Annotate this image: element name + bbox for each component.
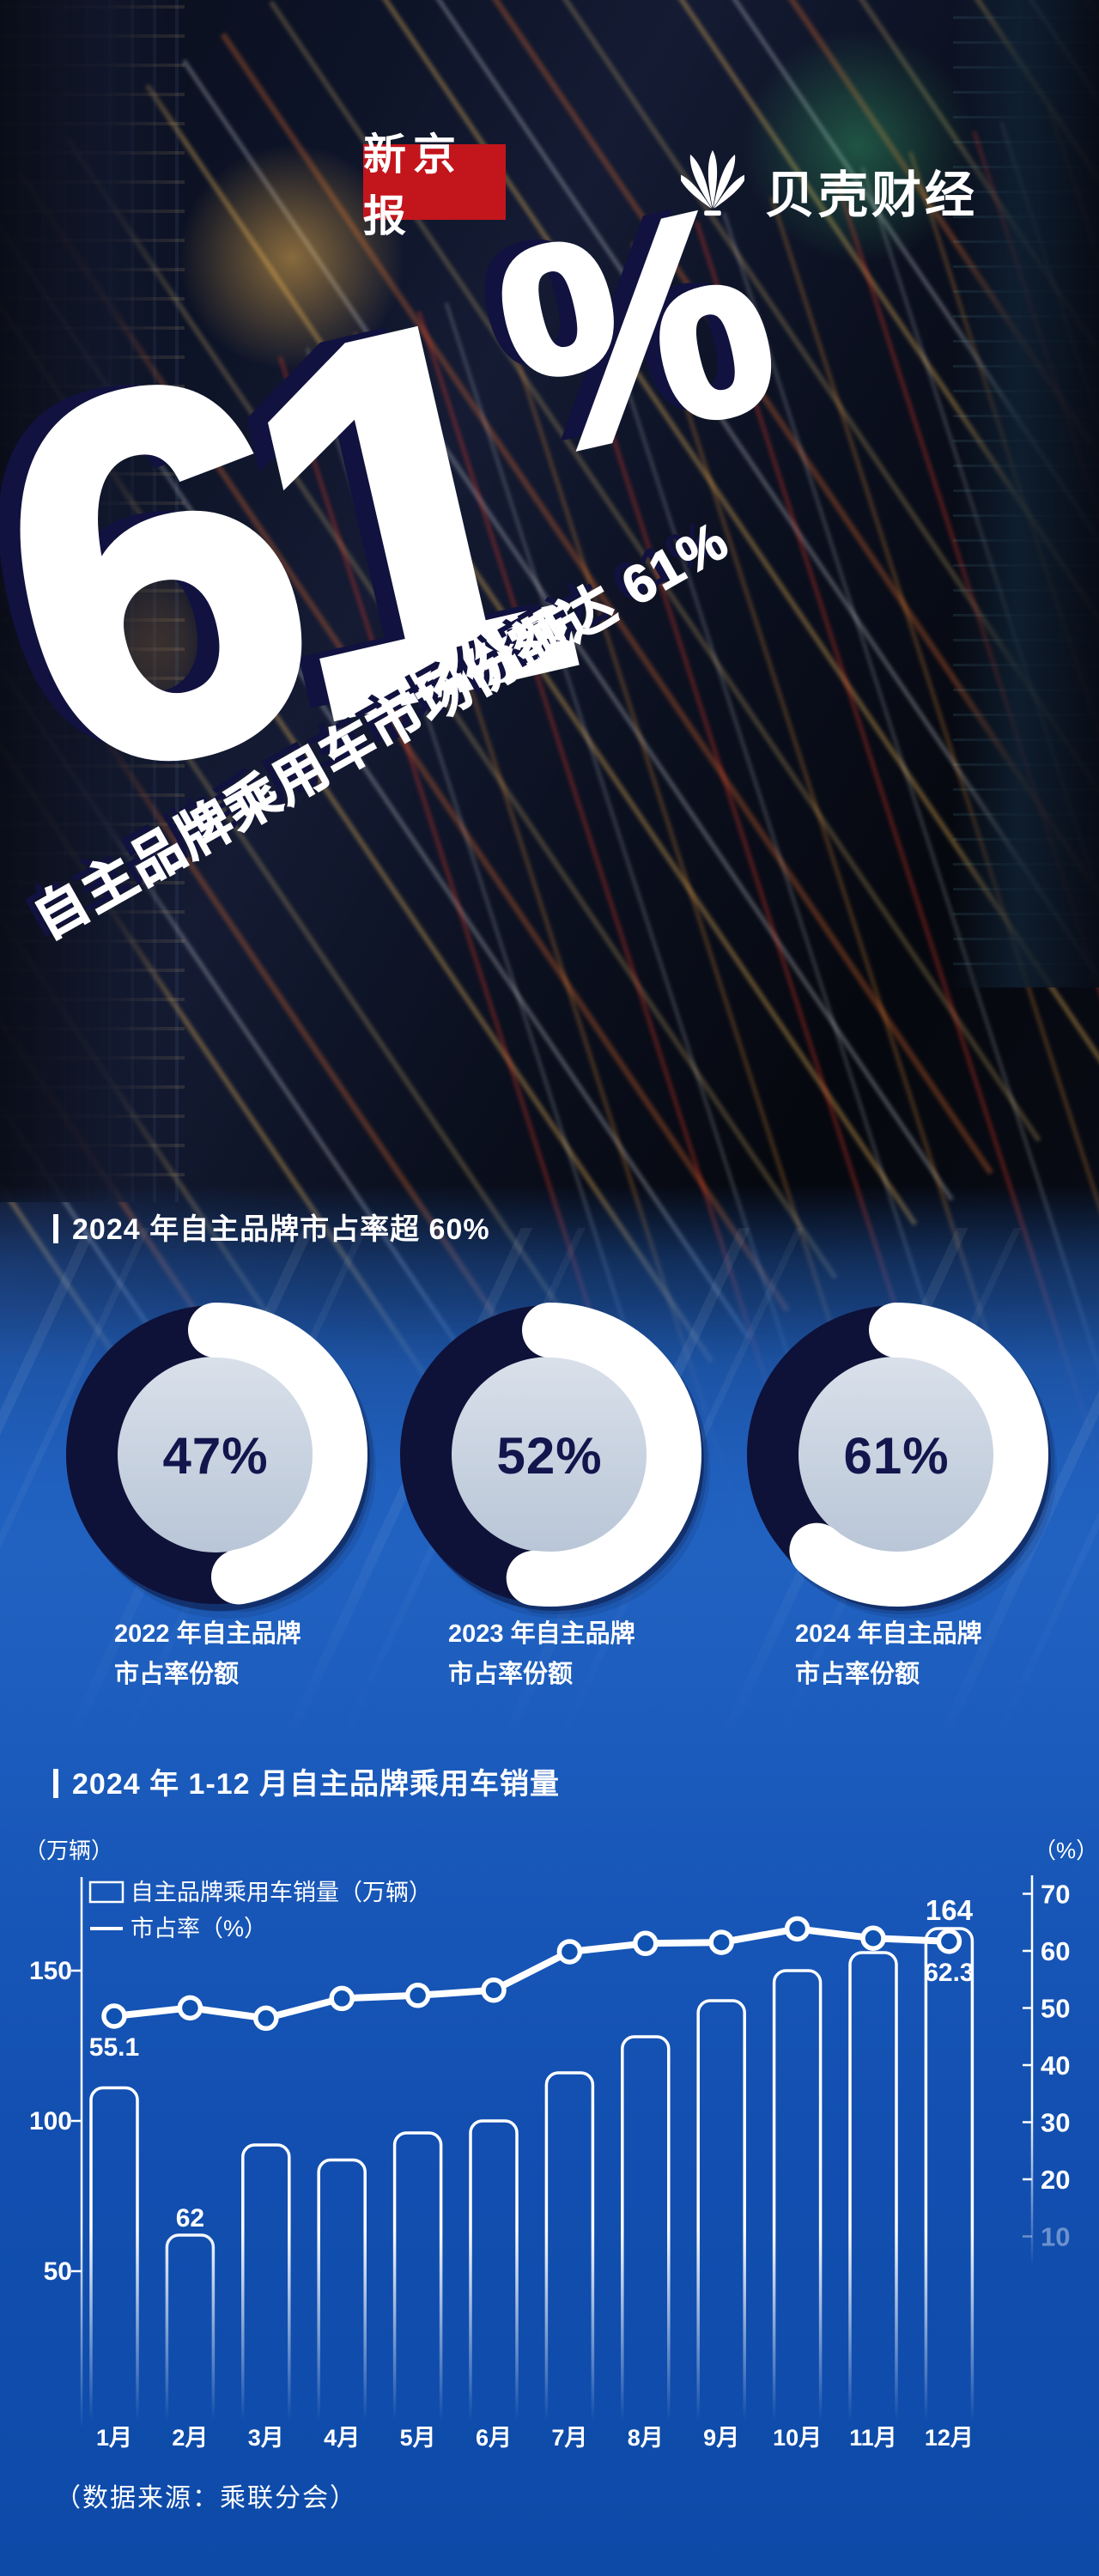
- bar-9月: [696, 1999, 746, 2445]
- legend-line-label: 市占率（%）: [131, 1916, 267, 1941]
- share-marker-1月: [101, 2003, 127, 2029]
- x-axis-label-3月: 3月: [248, 2425, 284, 2451]
- donut-chart-2022: 47%: [64, 1303, 370, 1611]
- donut-value-label: 61%: [843, 1427, 949, 1485]
- right-axis-tick-label: 10: [1041, 2222, 1070, 2252]
- share-marker-11月: [860, 1925, 886, 1951]
- legend-bar-label: 自主品牌乘用车销量（万辆）: [131, 1880, 432, 1905]
- caption-line: 市占率份额: [114, 1660, 240, 1688]
- building-silhouette-left: [0, 0, 185, 1202]
- x-axis-label-12月: 12月: [925, 2425, 974, 2451]
- sales-and-share-combo-chart: （万辆） （%） 50 100 150 10 20 30 40 50 60 70 自主品牌乘用车销量（万…: [24, 1838, 1098, 2451]
- shell-icon: [681, 149, 744, 216]
- data-label-55.1: 55.1: [89, 2033, 139, 2062]
- donut-progress-arc: [744, 1303, 1048, 1607]
- donut-chart-2023: 52%: [398, 1303, 704, 1611]
- legend-bar-swatch: [88, 1880, 124, 1904]
- donut-caption-2023: 2023 年自主品牌 市占率份额: [448, 1614, 635, 1695]
- bar-2月: [165, 2233, 216, 2445]
- chart-section-title: 2024 年 1-12 月自主品牌乘用车销量: [53, 1760, 560, 1802]
- donut-chart-2024: 61%: [744, 1303, 1051, 1611]
- share-marker-9月: [708, 1929, 734, 1955]
- title-bar: [53, 1769, 58, 1798]
- beike-caijing-logo-text: 贝壳财经: [765, 167, 979, 223]
- donut-section-title-text: 2024 年自主品牌市占率超 60%: [72, 1213, 490, 1246]
- right-axis-unit: （%）: [1034, 1838, 1098, 1863]
- left-axis-tick-label: 150: [29, 1957, 72, 1985]
- bar-7月: [544, 2071, 595, 2445]
- bar-12月: [924, 1927, 975, 2445]
- x-axis-label-8月: 8月: [628, 2425, 664, 2451]
- data-source-note: （数据来源：乘联分会）: [55, 2484, 357, 2512]
- donut-inner-disc: [798, 1357, 994, 1552]
- donut-progress-arc: [398, 1303, 701, 1607]
- x-axis-label-9月: 9月: [703, 2425, 739, 2451]
- donut-caption-2022: 2022 年自主品牌 市占率份额: [114, 1614, 301, 1695]
- share-line: [111, 1925, 953, 2022]
- caption-line: 市占率份额: [795, 1660, 920, 1688]
- x-axis-label-6月: 6月: [476, 2425, 512, 2451]
- share-marker-3月: [253, 2005, 279, 2032]
- left-axis-unit: （万辆）: [24, 1838, 113, 1863]
- share-marker-5月: [404, 1983, 431, 2008]
- bar-6月: [469, 2119, 519, 2445]
- x-axis-label-7月: 7月: [551, 2425, 587, 2451]
- data-label-62: 62: [176, 2204, 204, 2233]
- xinjingbao-logo: 新京报: [363, 131, 506, 240]
- x-axis-label-2月: 2月: [172, 2425, 208, 2451]
- donut-inner-disc: [118, 1357, 313, 1552]
- right-axis-tick-label: 60: [1041, 1936, 1070, 1966]
- bar-3月: [241, 2143, 291, 2445]
- data-label-62.3: 62.3: [924, 1959, 974, 1987]
- right-axis-tick-label: 20: [1041, 2165, 1070, 2195]
- donut-progress-arc: [64, 1303, 367, 1607]
- bar-5月: [392, 2131, 443, 2445]
- share-marker-4月: [329, 1985, 355, 2012]
- donut-value-label: 52%: [496, 1427, 602, 1485]
- caption-line: 2022 年自主品牌: [114, 1620, 301, 1648]
- title-bar: [53, 1214, 58, 1243]
- left-axis-tick-label: 100: [29, 2107, 72, 2136]
- right-axis-tick-label: 30: [1041, 2108, 1070, 2138]
- x-axis-label-10月: 10月: [773, 2425, 822, 2451]
- caption-line: 市占率份额: [448, 1660, 574, 1688]
- donut-value-label: 47%: [162, 1427, 268, 1485]
- bar-11月: [848, 1951, 898, 2445]
- chart-section-title-text: 2024 年 1-12 月自主品牌乘用车销量: [72, 1768, 561, 1801]
- share-marker-8月: [633, 1930, 659, 1957]
- right-axis-tick-label: 50: [1041, 1994, 1070, 2024]
- building-silhouette-right: [953, 0, 1099, 987]
- bar-4月: [317, 2158, 367, 2445]
- bar-10月: [772, 1969, 823, 2445]
- right-axis-tick-label: 70: [1041, 1880, 1070, 1910]
- x-axis-label-11月: 11月: [849, 2425, 897, 2451]
- left-axis-tick-label: 50: [44, 2257, 72, 2286]
- x-axis-label-4月: 4月: [324, 2425, 360, 2451]
- x-axis-label-5月: 5月: [400, 2425, 436, 2451]
- x-axis-label-1月: 1月: [96, 2425, 132, 2451]
- right-axis-tick-label: 40: [1041, 2050, 1070, 2081]
- caption-line: 2024 年自主品牌: [795, 1620, 982, 1648]
- donut-caption-2024: 2024 年自主品牌 市占率份额: [795, 1614, 982, 1695]
- donut-section-title: 2024 年自主品牌市占率超 60%: [53, 1206, 490, 1248]
- caption-line: 2023 年自主品牌: [448, 1620, 635, 1648]
- xinjingbao-logo-text: 新京报: [363, 131, 463, 240]
- share-marker-12月: [936, 1929, 962, 1954]
- data-label-164: 164: [926, 1894, 974, 1926]
- share-marker-10月: [784, 1916, 811, 1942]
- donut-inner-disc: [452, 1357, 647, 1552]
- bar-8月: [621, 2035, 671, 2445]
- share-marker-7月: [556, 1939, 583, 1965]
- share-marker-6月: [481, 1978, 507, 2003]
- share-marker-2月: [177, 1995, 203, 2021]
- bar-1月: [89, 2086, 139, 2445]
